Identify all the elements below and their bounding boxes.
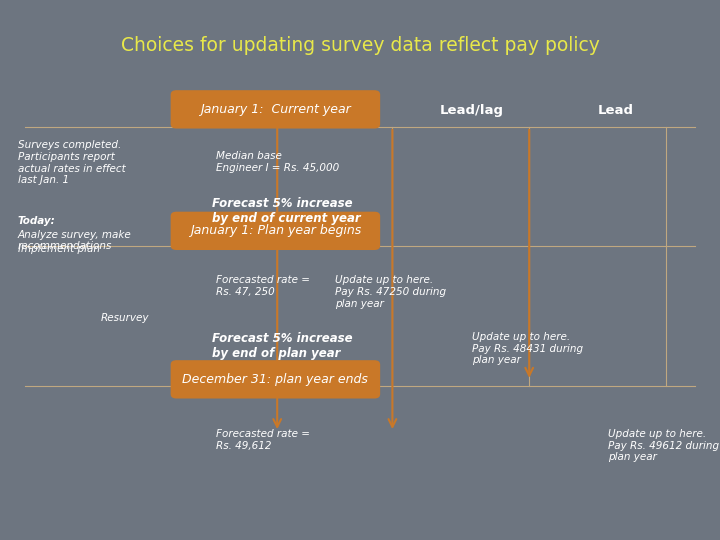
Text: Forecast 5% increase
by end of current year: Forecast 5% increase by end of current y… — [212, 197, 361, 225]
Text: January 1:  Current year: January 1: Current year — [200, 103, 351, 116]
Text: Implement plan: Implement plan — [18, 244, 100, 254]
Text: Update up to here.
Pay Rs. 48431 during
plan year: Update up to here. Pay Rs. 48431 during … — [472, 332, 582, 365]
Text: Forecasted rate =
Rs. 49,612: Forecasted rate = Rs. 49,612 — [216, 429, 310, 451]
Text: Update up to here.
Pay Rs. 47250 during
plan year: Update up to here. Pay Rs. 47250 during … — [335, 275, 446, 308]
Text: December 31: plan year ends: December 31: plan year ends — [182, 373, 369, 386]
Text: Lag: Lag — [321, 104, 348, 117]
Text: Surveys completed.
Participants report
actual rates in effect
last Jan. 1: Surveys completed. Participants report a… — [18, 140, 126, 185]
Text: Analyze survey, make
recommendations: Analyze survey, make recommendations — [18, 230, 132, 251]
FancyBboxPatch shape — [171, 90, 380, 129]
FancyBboxPatch shape — [171, 360, 380, 399]
Text: Update up to here.
Pay Rs. 49612 during
plan year: Update up to here. Pay Rs. 49612 during … — [608, 429, 719, 462]
Text: Lead/lag: Lead/lag — [440, 104, 503, 117]
Text: January 1: Plan year begins: January 1: Plan year begins — [190, 224, 361, 238]
Text: Forecast 5% increase
by end of plan year: Forecast 5% increase by end of plan year — [212, 332, 353, 360]
Text: Median base
Engineer I = Rs. 45,000: Median base Engineer I = Rs. 45,000 — [216, 151, 339, 173]
Text: Resurvey: Resurvey — [101, 313, 149, 323]
Text: Forecasted rate =
Rs. 47, 250: Forecasted rate = Rs. 47, 250 — [216, 275, 310, 297]
Text: Choices for updating survey data reflect pay policy: Choices for updating survey data reflect… — [120, 36, 600, 56]
Text: Today:: Today: — [18, 216, 55, 226]
FancyBboxPatch shape — [171, 212, 380, 250]
Text: Lead: Lead — [598, 104, 634, 117]
